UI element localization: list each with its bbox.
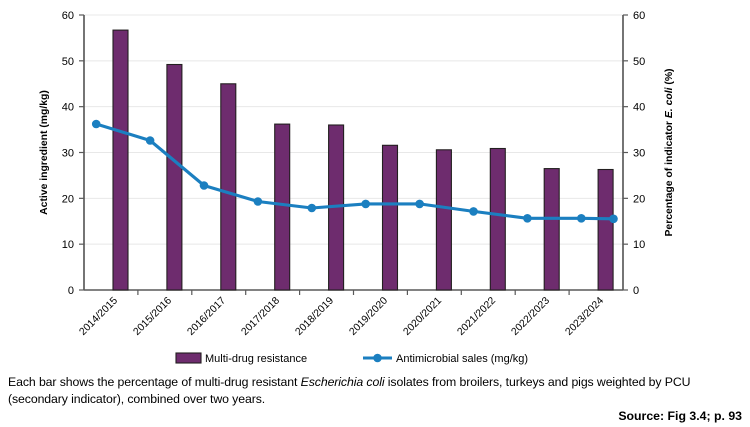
caption-part-after: isolates from broilers, turkeys and pigs… — [8, 375, 691, 406]
y-tick-right-30: 30 — [633, 148, 645, 160]
y-tick-left-50: 50 — [62, 56, 74, 68]
antimicrobial-sales-markers — [91, 119, 618, 224]
left-axis-tick-labels: 60 50 40 30 20 10 0 — [62, 10, 74, 297]
x-label-7: 2021/2022 — [456, 295, 499, 338]
y-tick-left-20: 20 — [62, 193, 74, 205]
y-tick-right-50: 50 — [633, 56, 645, 68]
line-point-2021-2022[interactable] — [469, 207, 478, 216]
line-point-2022-2023[interactable] — [523, 214, 532, 223]
line-point-2016-2017[interactable] — [199, 181, 209, 190]
y-tick-left-60: 60 — [62, 10, 74, 22]
y-axis-title-left: Active ingredient (mg/kg) — [39, 90, 50, 215]
y-tick-left-30: 30 — [62, 148, 74, 160]
x-label-6: 2020/2021 — [402, 295, 445, 338]
x-label-3: 2017/2018 — [240, 295, 283, 338]
figure-caption-block: Each bar shows the percentage of multi-d… — [8, 374, 744, 426]
line-point-2014-2015[interactable] — [91, 119, 101, 129]
x-label-1: 2015/2016 — [132, 295, 175, 338]
legend-label-multi-drug-resistance[interactable]: Multi-drug resistance — [205, 353, 307, 365]
legend-swatch-bar — [175, 352, 202, 364]
y-tick-right-40: 40 — [633, 102, 645, 114]
x-label-2: 2016/2017 — [186, 295, 229, 338]
bar-2023-2024[interactable] — [597, 168, 614, 291]
bar-series-multi-drug-resistance — [112, 29, 614, 291]
x-label-4: 2018/2019 — [294, 295, 337, 338]
line-series-antimicrobial-sales — [91, 119, 618, 224]
x-label-8: 2022/2023 — [510, 295, 553, 338]
bar-2019-2020[interactable] — [381, 144, 399, 291]
x-label-0: 2014/2015 — [78, 295, 121, 338]
y-axis-title-right-before: Percentage of indicator — [664, 118, 675, 236]
x-axis — [84, 289, 623, 295]
bar-2021-2022[interactable] — [489, 147, 506, 291]
x-label-5: 2019/2020 — [348, 295, 391, 338]
line-point-2017-2018[interactable] — [253, 197, 263, 206]
chart-plot-container: 60 50 40 30 20 10 0 Active ingredient (m… — [39, 10, 675, 365]
line-point-2023-2024[interactable] — [577, 214, 586, 223]
bar-2014-2015[interactable] — [112, 29, 129, 291]
bar-2020-2021[interactable] — [435, 149, 452, 291]
bar-2015-2016[interactable] — [166, 63, 183, 291]
y-axis-title-right: Percentage of indicator E. coli (%) — [664, 68, 675, 236]
left-axis — [79, 14, 85, 291]
y-tick-left-10: 10 — [62, 239, 74, 251]
chart-legend: Multi-drug resistance Antimicrobial sale… — [175, 352, 528, 365]
source-attribution: Source: Fig 3.4; p. 93 — [618, 409, 742, 423]
legend-marker-dot — [373, 353, 382, 363]
y-tick-right-60: 60 — [633, 10, 645, 22]
gridlines — [84, 14, 623, 245]
y-tick-right-20: 20 — [633, 193, 645, 205]
line-point-2019-2020[interactable] — [361, 199, 371, 209]
right-axis — [622, 14, 628, 291]
x-label-9: 2023/2024 — [564, 295, 607, 338]
legend-label-antimicrobial-sales[interactable]: Antimicrobial sales (mg/kg) — [396, 353, 528, 365]
line-point-2020-2021[interactable] — [415, 199, 424, 209]
x-axis-category-labels: 2014/2015 2015/2016 2016/2017 2017/2018 … — [78, 295, 607, 338]
line-point-2015-2016[interactable] — [145, 136, 155, 145]
caption-italic-species: Escherichia coli — [300, 375, 385, 389]
caption-part-before: Each bar shows the percentage of multi-d… — [8, 375, 301, 389]
line-point-2018-2019[interactable] — [307, 203, 317, 213]
bar-2022-2023[interactable] — [543, 168, 560, 291]
figure-caption: Each bar shows the percentage of multi-d… — [8, 374, 744, 407]
y-tick-right-0: 0 — [633, 285, 639, 297]
y-axis-title-right-after: (%) — [664, 68, 675, 87]
y-tick-left-0: 0 — [68, 285, 74, 297]
y-tick-left-40: 40 — [62, 102, 74, 114]
line-point-final[interactable] — [609, 214, 618, 224]
combo-chart-svg: 60 50 40 30 20 10 0 Active ingredient (m… — [39, 10, 675, 365]
right-axis-tick-labels: 60 50 40 30 20 10 0 — [633, 10, 645, 297]
y-axis-title-right-italic: E. coli — [664, 86, 675, 118]
bar-2017-2018[interactable] — [274, 123, 291, 291]
y-tick-right-10: 10 — [633, 239, 645, 251]
bar-2016-2017[interactable] — [220, 83, 237, 291]
